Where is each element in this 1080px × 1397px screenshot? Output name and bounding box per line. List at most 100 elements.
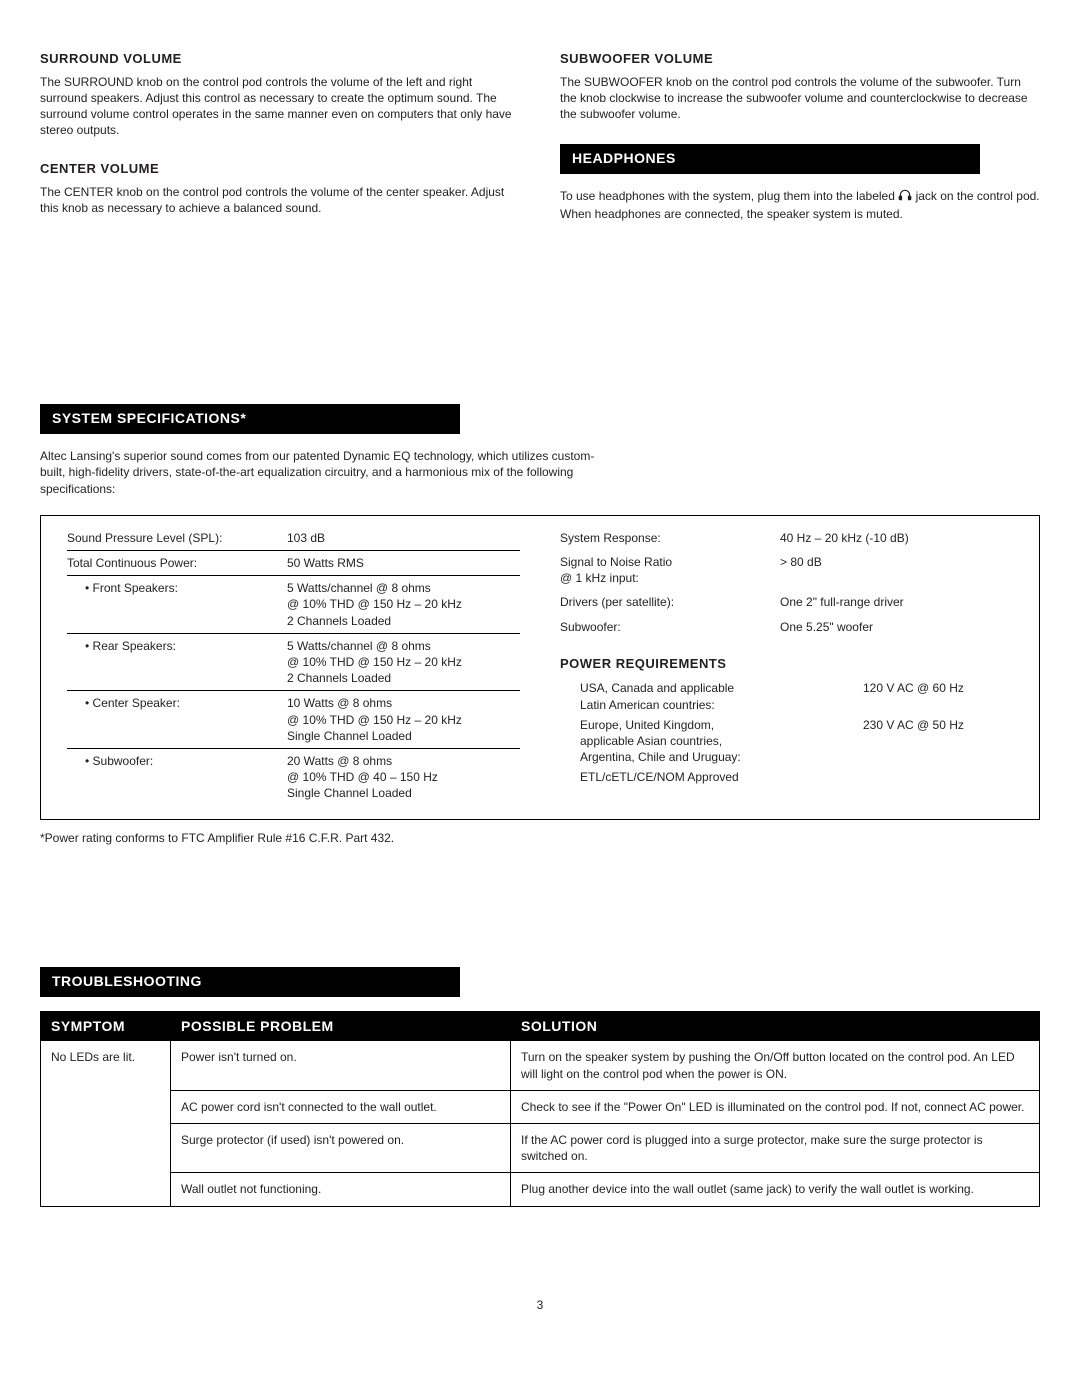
spec-value: One 5.25" woofer — [780, 619, 1013, 635]
power-requirements-heading: POWER REQUIREMENTS — [560, 655, 1013, 673]
power-row: Europe, United Kingdom, applicable Asian… — [560, 715, 1013, 768]
power-label: ETL/cETL/CE/NOM Approved — [580, 769, 863, 785]
spec-value: 5 Watts/channel @ 8 ohms@ 10% THD @ 150 … — [287, 638, 520, 687]
spec-row: Total Continuous Power:50 Watts RMS — [67, 551, 520, 576]
spec-value-line: 5 Watts/channel @ 8 ohms — [287, 580, 520, 596]
power-row: ETL/cETL/CE/NOM Approved — [560, 767, 1013, 787]
spec-row: • Rear Speakers:5 Watts/channel @ 8 ohms… — [67, 634, 520, 692]
th-solution: SOLUTION — [511, 1012, 1039, 1042]
troubleshooting-row: Wall outlet not functioning.Plug another… — [171, 1173, 1039, 1205]
headphones-heading: HEADPHONES — [560, 144, 980, 174]
center-volume-text: The CENTER knob on the control pod contr… — [40, 184, 520, 216]
troubleshooting-row: Surge protector (if used) isn't powered … — [171, 1124, 1039, 1173]
th-problem: POSSIBLE PROBLEM — [171, 1012, 511, 1042]
spec-value: > 80 dB — [780, 554, 1013, 586]
spec-label: • Rear Speakers: — [67, 638, 287, 687]
spec-value-line: 5 Watts/channel @ 8 ohms — [287, 638, 520, 654]
spec-value: 50 Watts RMS — [287, 555, 520, 571]
spec-row: Sound Pressure Level (SPL):103 dB — [67, 526, 520, 551]
spec-value-line: 20 Watts @ 8 ohms — [287, 753, 520, 769]
spec-value: 103 dB — [287, 530, 520, 546]
spec-value-line: 40 Hz – 20 kHz (-10 dB) — [780, 530, 1013, 546]
spec-label: • Subwoofer: — [67, 753, 287, 802]
power-value: 230 V AC @ 50 Hz — [863, 717, 1013, 766]
headphones-text-before: To use headphones with the system, plug … — [560, 189, 898, 203]
troubleshooting-group: No LEDs are lit.Power isn't turned on.Tu… — [41, 1041, 1039, 1205]
spec-value: 10 Watts @ 8 ohms@ 10% THD @ 150 Hz – 20… — [287, 695, 520, 744]
top-right-column: SUBWOOFER VOLUME The SUBWOOFER knob on t… — [560, 50, 1040, 244]
problem-cell: Wall outlet not functioning. — [171, 1173, 511, 1205]
spec-value-line: @ 10% THD @ 150 Hz – 20 kHz — [287, 654, 520, 670]
power-label: USA, Canada and applicable Latin America… — [580, 680, 863, 712]
solution-cell: Check to see if the "Power On" LED is il… — [511, 1091, 1039, 1123]
subwoofer-volume-text: The SUBWOOFER knob on the control pod co… — [560, 74, 1040, 123]
top-left-column: SURROUND VOLUME The SURROUND knob on the… — [40, 50, 520, 244]
troubleshooting-header-row: SYMPTOM POSSIBLE PROBLEM SOLUTION — [41, 1012, 1039, 1042]
spec-value-line: 103 dB — [287, 530, 520, 546]
headphones-text: To use headphones with the system, plug … — [560, 188, 1040, 222]
spec-row: System Response:40 Hz – 20 kHz (-10 dB) — [560, 526, 1013, 550]
power-row: USA, Canada and applicable Latin America… — [560, 678, 1013, 714]
spec-label: Signal to Noise Ratio @ 1 kHz input: — [560, 554, 780, 586]
surround-volume-text: The SURROUND knob on the control pod con… — [40, 74, 520, 139]
solution-cell: Plug another device into the wall outlet… — [511, 1173, 1039, 1205]
spec-value: 20 Watts @ 8 ohms@ 10% THD @ 40 – 150 Hz… — [287, 753, 520, 802]
spec-value-line: 2 Channels Loaded — [287, 613, 520, 629]
problem-cell: Surge protector (if used) isn't powered … — [171, 1124, 511, 1172]
spec-value: 40 Hz – 20 kHz (-10 dB) — [780, 530, 1013, 546]
spec-row: • Center Speaker:10 Watts @ 8 ohms@ 10% … — [67, 691, 520, 749]
headphones-icon — [898, 188, 912, 206]
spec-value: One 2" full-range driver — [780, 594, 1013, 610]
spec-value-line: One 5.25" woofer — [780, 619, 1013, 635]
spec-label: Sound Pressure Level (SPL): — [67, 530, 287, 546]
center-volume-heading: CENTER VOLUME — [40, 160, 520, 178]
th-symptom: SYMPTOM — [41, 1012, 171, 1042]
spec-value-line: > 80 dB — [780, 554, 1013, 570]
spec-value: 5 Watts/channel @ 8 ohms@ 10% THD @ 150 … — [287, 580, 520, 629]
system-specs-heading: SYSTEM SPECIFICATIONS* — [40, 404, 460, 434]
power-value: 120 V AC @ 60 Hz — [863, 680, 1013, 712]
solution-cell: Turn on the speaker system by pushing th… — [511, 1041, 1039, 1089]
troubleshooting-table: SYMPTOM POSSIBLE PROBLEM SOLUTION No LED… — [40, 1011, 1040, 1207]
spec-value-line: Single Channel Loaded — [287, 728, 520, 744]
spec-row: • Front Speakers:5 Watts/channel @ 8 ohm… — [67, 576, 520, 634]
spec-footnote: *Power rating conforms to FTC Amplifier … — [40, 830, 1040, 846]
top-section: SURROUND VOLUME The SURROUND knob on the… — [40, 50, 1040, 244]
spec-value-line: One 2" full-range driver — [780, 594, 1013, 610]
spec-label: System Response: — [560, 530, 780, 546]
spec-row: Subwoofer:One 5.25" woofer — [560, 615, 1013, 639]
troubleshooting-body: No LEDs are lit.Power isn't turned on.Tu… — [41, 1041, 1039, 1205]
spec-label: Drivers (per satellite): — [560, 594, 780, 610]
spec-value-line: @ 10% THD @ 150 Hz – 20 kHz — [287, 596, 520, 612]
troubleshooting-row: AC power cord isn't connected to the wal… — [171, 1091, 1039, 1124]
spec-value-line: 10 Watts @ 8 ohms — [287, 695, 520, 711]
power-label: Europe, United Kingdom, applicable Asian… — [580, 717, 863, 766]
troubleshooting-heading: TROUBLESHOOTING — [40, 967, 460, 997]
spec-row: Drivers (per satellite):One 2" full-rang… — [560, 590, 1013, 614]
spec-label: • Center Speaker: — [67, 695, 287, 744]
subwoofer-volume-heading: SUBWOOFER VOLUME — [560, 50, 1040, 68]
solution-cell: If the AC power cord is plugged into a s… — [511, 1124, 1039, 1172]
spec-value-line: @ 10% THD @ 40 – 150 Hz — [287, 769, 520, 785]
problem-cell: AC power cord isn't connected to the wal… — [171, 1091, 511, 1123]
surround-volume-heading: SURROUND VOLUME — [40, 50, 520, 68]
spec-box: Sound Pressure Level (SPL):103 dBTotal C… — [40, 515, 1040, 821]
problem-cell: Power isn't turned on. — [171, 1041, 511, 1089]
page-number: 3 — [40, 1297, 1040, 1313]
spacer — [40, 847, 1040, 967]
spec-row: Signal to Noise Ratio @ 1 kHz input:> 80… — [560, 550, 1013, 590]
spec-value-line: Single Channel Loaded — [287, 785, 520, 801]
spec-label: • Front Speakers: — [67, 580, 287, 629]
spec-value-line: 2 Channels Loaded — [287, 670, 520, 686]
system-specs-intro: Altec Lansing's superior sound comes fro… — [40, 448, 600, 497]
spec-left-column: Sound Pressure Level (SPL):103 dBTotal C… — [67, 526, 520, 806]
spec-label: Subwoofer: — [560, 619, 780, 635]
spec-label: Total Continuous Power: — [67, 555, 287, 571]
spacer — [40, 244, 1040, 404]
spec-right-column: System Response:40 Hz – 20 kHz (-10 dB)S… — [560, 526, 1013, 806]
troubleshooting-rows: Power isn't turned on.Turn on the speake… — [171, 1041, 1039, 1205]
power-value — [863, 769, 1013, 785]
troubleshooting-row: Power isn't turned on.Turn on the speake… — [171, 1041, 1039, 1090]
spec-value-line: @ 10% THD @ 150 Hz – 20 kHz — [287, 712, 520, 728]
symptom-cell: No LEDs are lit. — [41, 1041, 171, 1205]
